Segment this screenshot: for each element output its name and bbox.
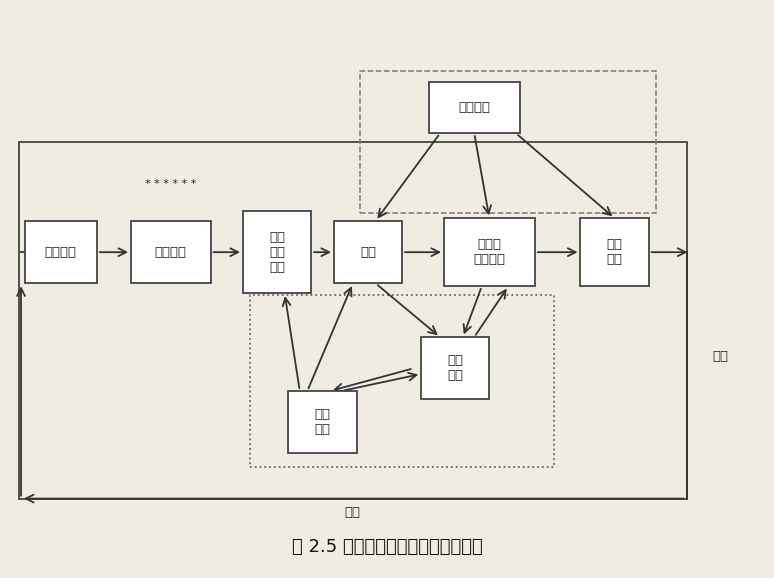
Text: 感知: 感知 — [360, 246, 376, 259]
Text: 图 2.5 视觉认知流程图（作者自绘）: 图 2.5 视觉认知流程图（作者自绘） — [292, 538, 482, 555]
Text: 视觉注意: 视觉注意 — [458, 101, 490, 114]
Text: 长期
记忆: 长期 记忆 — [314, 408, 330, 436]
Text: 决策和
响应选择: 决策和 响应选择 — [474, 238, 505, 266]
Text: 视觉刺激: 视觉刺激 — [45, 246, 77, 259]
FancyBboxPatch shape — [444, 218, 535, 286]
FancyBboxPatch shape — [243, 211, 311, 293]
FancyBboxPatch shape — [289, 391, 357, 453]
Text: 短期
记忆
存储: 短期 记忆 存储 — [269, 231, 285, 273]
Text: 工作
记忆: 工作 记忆 — [447, 354, 464, 382]
FancyBboxPatch shape — [334, 221, 402, 283]
FancyBboxPatch shape — [131, 221, 211, 283]
FancyBboxPatch shape — [429, 82, 520, 133]
Text: 视觉思维: 视觉思维 — [155, 246, 187, 259]
Text: * * * * * *: * * * * * * — [146, 179, 197, 189]
FancyBboxPatch shape — [25, 221, 97, 283]
FancyBboxPatch shape — [421, 337, 489, 399]
FancyBboxPatch shape — [580, 218, 649, 286]
Text: 响应: 响应 — [713, 350, 729, 364]
Text: 响应
执行: 响应 执行 — [607, 238, 622, 266]
Text: 反馈: 反馈 — [345, 506, 361, 519]
